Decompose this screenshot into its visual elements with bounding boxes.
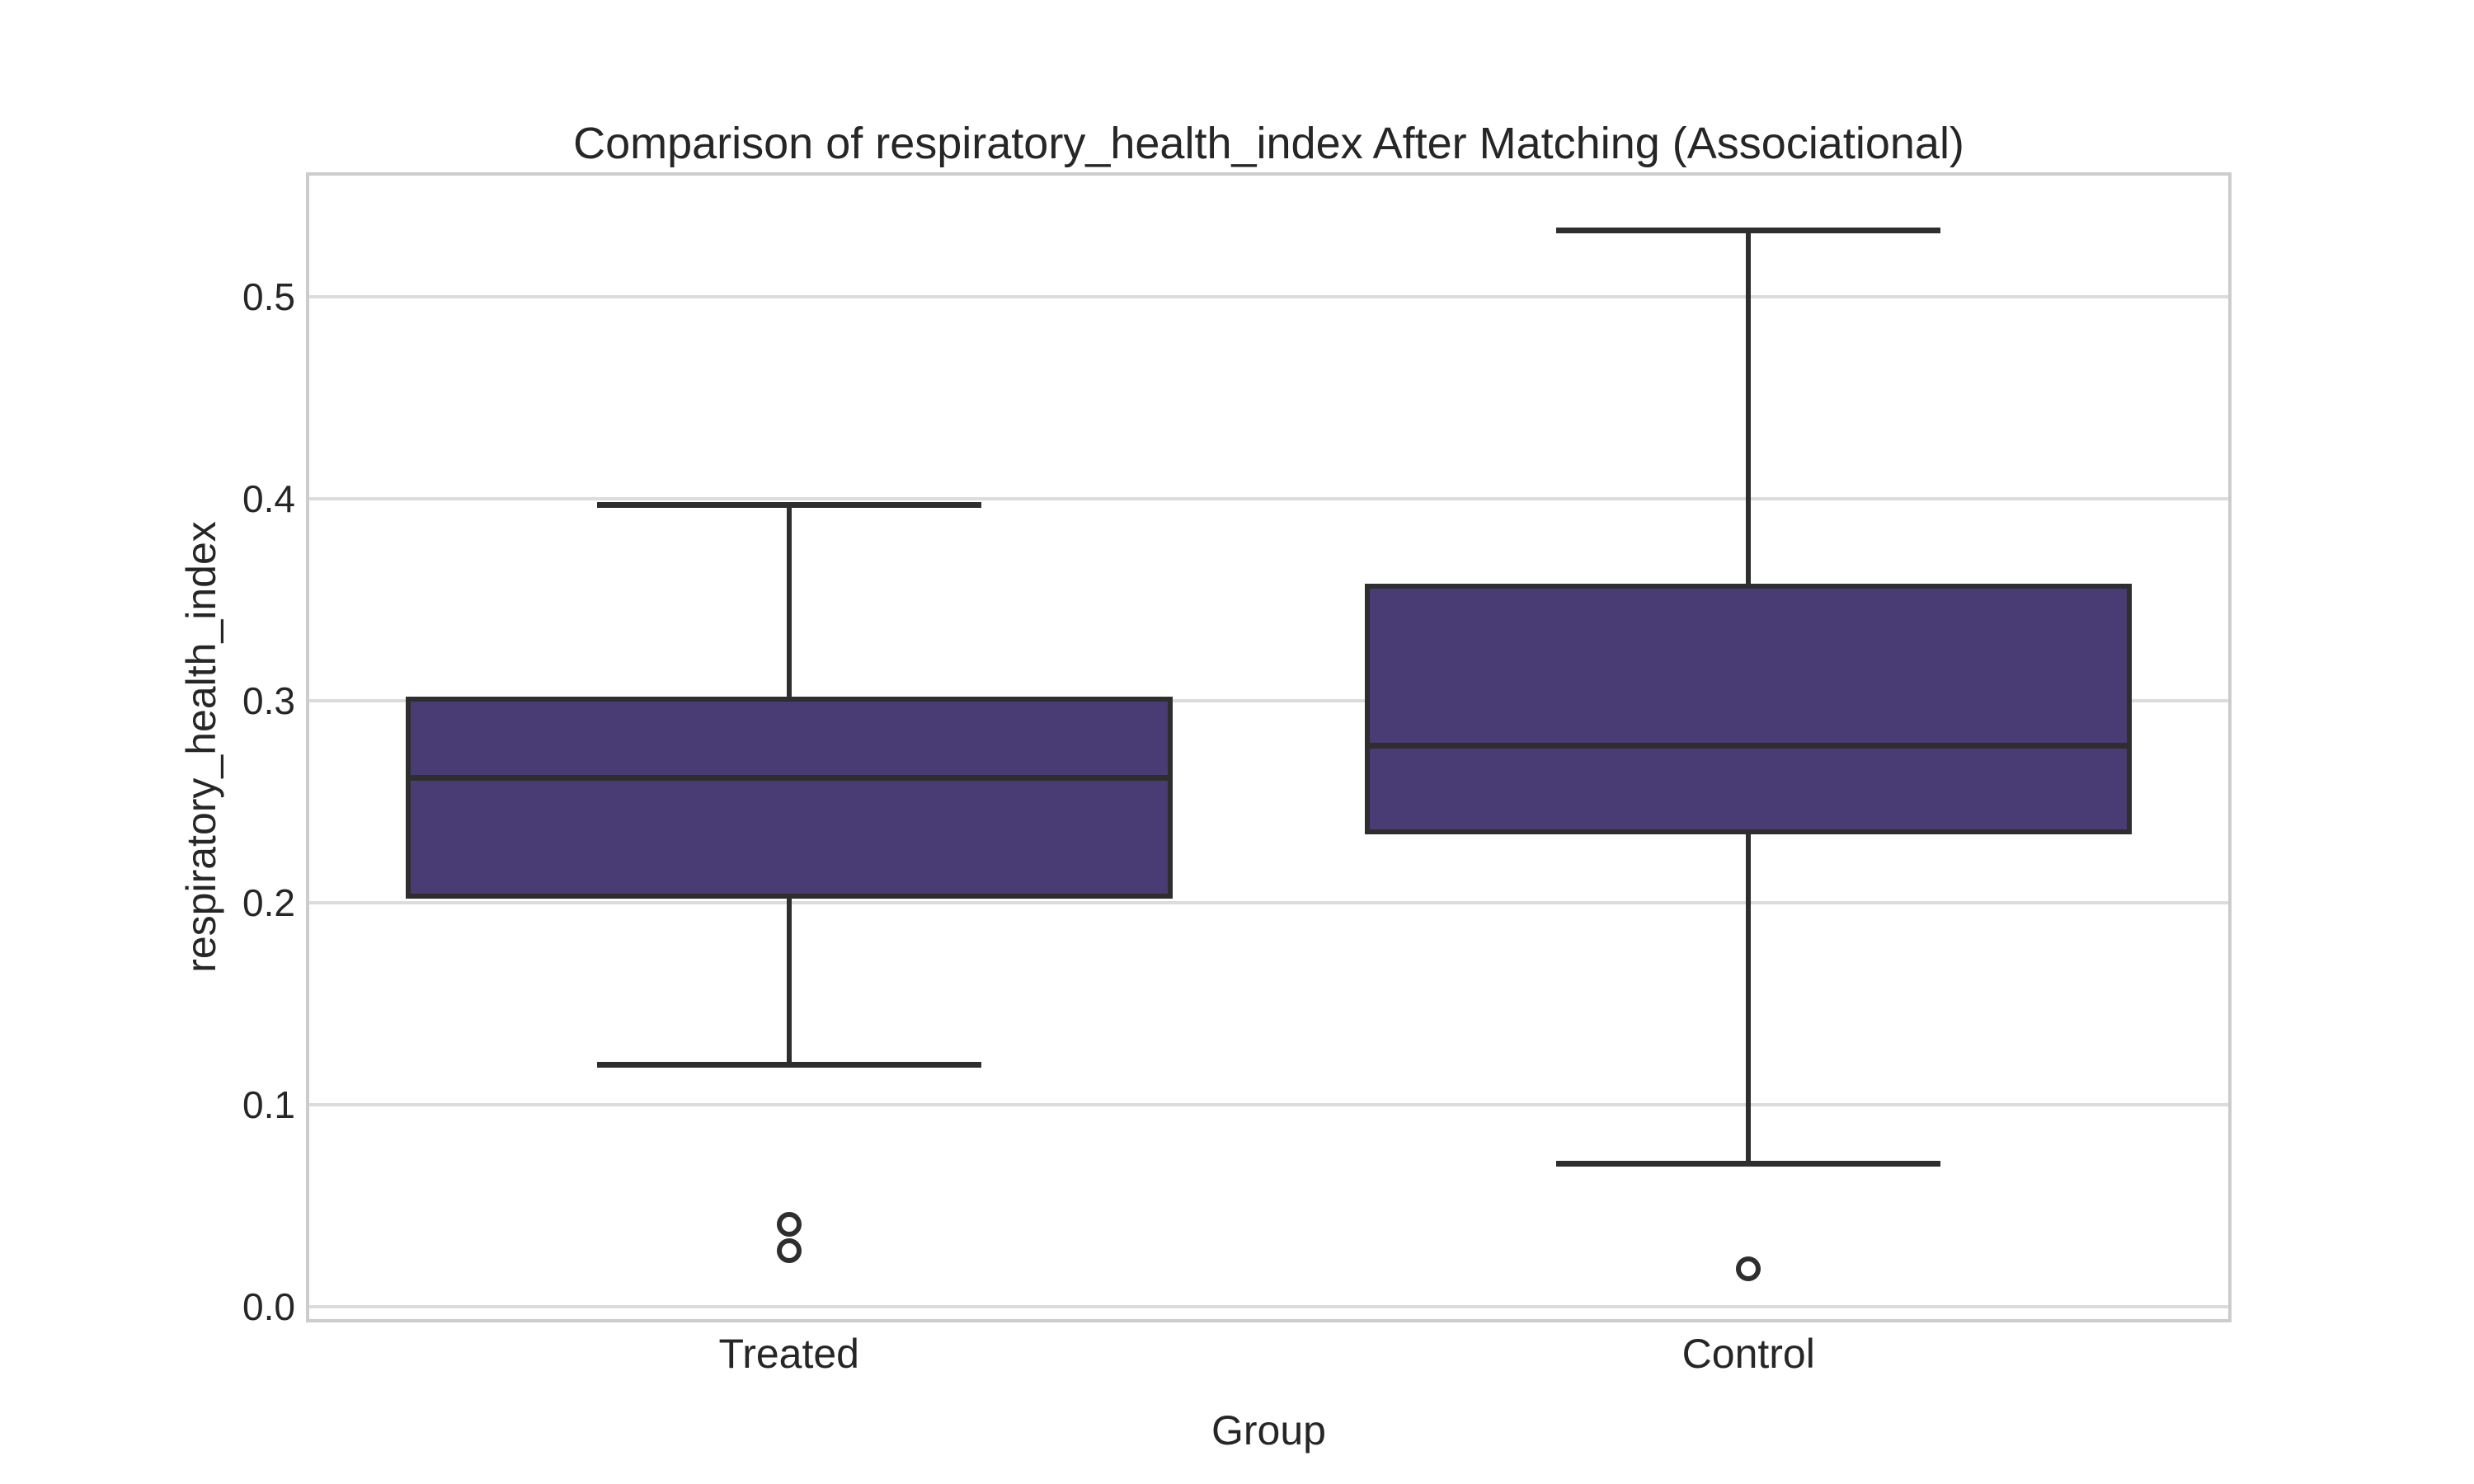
treated-lower-whisker-cap xyxy=(596,1061,981,1068)
y-gridline xyxy=(309,901,2228,905)
treated-lower-whisker xyxy=(786,899,792,1065)
chart-title: Comparison of respiratory_health_index A… xyxy=(573,119,1964,168)
treated-outlier-point xyxy=(776,1237,802,1263)
y-tick-label: 0.0 xyxy=(242,1285,295,1329)
control-lower-whisker xyxy=(1746,834,1752,1164)
treated-outlier-point xyxy=(776,1211,802,1237)
x-axis-label: Group xyxy=(1211,1407,1326,1453)
y-tick-label: 0.3 xyxy=(242,679,295,723)
control-lower-whisker-cap xyxy=(1556,1160,1941,1167)
control-box xyxy=(1365,584,2133,834)
y-tick-label: 0.2 xyxy=(242,881,295,925)
y-gridline xyxy=(309,699,2228,703)
y-gridline xyxy=(309,497,2228,501)
treated-median-line xyxy=(405,774,1173,781)
plot-area xyxy=(306,172,2232,1322)
control-outlier-point xyxy=(1736,1256,1761,1281)
y-tick-label: 0.4 xyxy=(242,477,295,521)
treated-upper-whisker xyxy=(786,505,792,697)
treated-box xyxy=(405,697,1173,899)
control-upper-whisker xyxy=(1746,230,1752,584)
y-tick-label: 0.5 xyxy=(242,275,295,319)
control-upper-whisker-cap xyxy=(1556,227,1941,233)
x-tick-label-treated: Treated xyxy=(718,1331,859,1377)
control-median-line xyxy=(1365,742,2133,749)
y-gridline xyxy=(309,295,2228,299)
x-tick-label-control: Control xyxy=(1681,1331,1815,1377)
treated-upper-whisker-cap xyxy=(596,501,981,508)
y-gridline xyxy=(309,1305,2228,1309)
y-tick-label: 0.1 xyxy=(242,1083,295,1127)
y-gridline xyxy=(309,1103,2228,1107)
